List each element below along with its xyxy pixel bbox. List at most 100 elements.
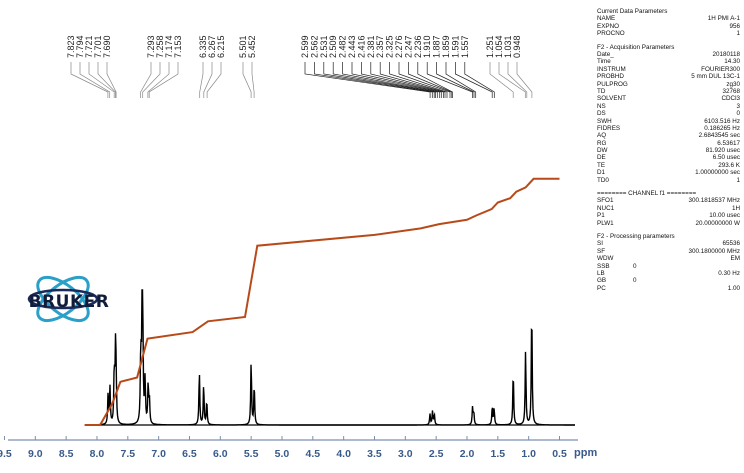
param-row: SOLVENT CDCl3 [597, 95, 742, 102]
param-key: TD0 [597, 176, 609, 184]
peak-label-connector [379, 62, 446, 98]
param-key: P1 [597, 212, 605, 220]
param-key: SI [597, 240, 603, 248]
param-row: WDW EM [597, 255, 742, 262]
peak-label: 2.482 [338, 35, 348, 58]
params-group-acquisition: Date_ 20180118 Time 14.30 INSTRUM FOURIER300 P… [597, 51, 742, 184]
param-row: GB 0 [597, 277, 742, 284]
param-key: DS [597, 110, 606, 118]
param-key: SSB [597, 262, 610, 270]
peak-label: 1.859 [441, 35, 451, 58]
x-tick-label: 1.5 [491, 448, 506, 460]
bruker-logo-text: BRUKER [28, 292, 110, 312]
x-tick-label: 8.0 [90, 448, 105, 460]
param-key: PC [597, 284, 606, 292]
peak-label: 2.416 [356, 35, 366, 58]
param-row: AQ 2.6843545 sec [597, 132, 742, 139]
param-key: PULPROG [597, 80, 628, 88]
param-key: AQ [597, 132, 607, 140]
peak-label: 2.247 [403, 35, 413, 58]
peak-label: 7.823 [66, 35, 76, 58]
peak-label-connector [398, 62, 451, 98]
param-row: SFO1 300.1818537 MHz [597, 197, 742, 204]
peak-label-connector [498, 62, 526, 98]
param-key: TE [597, 161, 606, 169]
peak-label: 2.236 [413, 35, 423, 58]
param-key: LB [597, 269, 605, 277]
peak-label: 5.452 [247, 35, 257, 58]
param-row: DE 6.50 usec [597, 154, 742, 161]
acquisition-parameters-panel: Current Data Parameters NAME 1H PMI A-1 EX… [597, 8, 742, 292]
param-value: 956 [729, 22, 740, 30]
params-title-acquisition: F2 - Acquisition Parameters [597, 43, 675, 51]
peak-label-connector [361, 62, 442, 98]
peak-label-connector [206, 62, 222, 98]
x-tick-label: 2.0 [460, 448, 475, 460]
param-key: PROCNO [597, 30, 625, 38]
params-title-current: Current Data Parameters [597, 8, 668, 15]
param-key: PLW1 [597, 219, 614, 227]
peak-label-connector [351, 62, 441, 98]
peak-label: 1.910 [422, 35, 432, 58]
param-row: RG 6.53617 [597, 140, 742, 147]
param-value: 81.920 usec [705, 147, 740, 155]
param-row: SWH 6103.516 Hz [597, 118, 742, 125]
peak-label: 2.599 [300, 35, 310, 58]
peak-label-connector [79, 62, 111, 98]
x-tick-label: 6.0 [213, 448, 228, 460]
x-tick-label: 9.0 [28, 448, 43, 460]
peak-label: 6.335 [198, 35, 208, 58]
x-tick-label: 2.5 [429, 448, 444, 460]
param-value: 6103.516 Hz [704, 117, 740, 125]
param-row: SI 65536 [597, 240, 742, 247]
peak-label: 7.293 [146, 35, 156, 58]
param-row: NS 3 [597, 103, 742, 110]
x-tick-label: 0.5 [552, 448, 567, 460]
peak-label-connector [97, 62, 116, 98]
peak-label-connector [251, 62, 255, 98]
peak-label-connector [70, 62, 109, 98]
peak-label: 7.721 [84, 35, 94, 58]
x-tick-label: 7.5 [121, 448, 136, 460]
peak-label-connector [142, 62, 161, 98]
params-group-channel: SFO1 300.1818537 MHz NUC1 1H P1 10.00 usec PLW… [597, 197, 742, 227]
peak-label-connector [314, 62, 433, 98]
param-key: INSTRUM [597, 65, 626, 73]
peak-label-connector [304, 62, 431, 98]
x-axis-ticks: 9.5 9.0 8.5 8.0 7.5 7.0 6.5 6.0 5.5 5.0 4.5 4.0 3.5 3… [0, 436, 567, 460]
peak-label: 7.153 [173, 35, 183, 58]
peak-label-connector [342, 62, 438, 98]
params-group-processing: SI 65536 SF 300.1800000 MHz WDW EM SSB 0 LB 0.30 … [597, 240, 742, 292]
param-value: 0.30 Hz [718, 269, 740, 277]
param-value: 32768 [722, 87, 740, 95]
peak-label-connector [199, 62, 204, 98]
param-row: INSTRUM FOURIER300 [597, 66, 742, 73]
x-tick-label: 5.0 [275, 448, 290, 460]
param-row: TD 32768 [597, 88, 742, 95]
param-value: 20180118 [712, 50, 740, 58]
x-tick-label: 3.0 [398, 448, 413, 460]
param-row: D1 1.00000000 sec [597, 169, 742, 176]
param-key: EXPNO [597, 22, 620, 30]
param-row: P1 10.00 usec [597, 212, 742, 219]
x-tick-label: 8.5 [59, 448, 74, 460]
peak-label: 7.794 [75, 35, 85, 58]
param-key: D1 [597, 169, 606, 177]
param-key: NAME [597, 15, 616, 23]
peak-label-connector [140, 62, 152, 98]
param-key: GB [597, 277, 607, 285]
bruker-logo-icon [27, 275, 99, 323]
x-tick-label: 5.5 [244, 448, 259, 460]
param-value: 65536 [722, 240, 740, 248]
x-tick-label: 6.5 [182, 448, 197, 460]
param-key: NS [597, 102, 606, 110]
param-key: DE [597, 154, 606, 162]
peak-label-connector [147, 62, 170, 98]
x-tick-label: 7.0 [151, 448, 166, 460]
param-value: 3 [736, 102, 740, 110]
peak-label: 5.501 [238, 35, 248, 58]
peak-label: 6.215 [216, 35, 226, 58]
nmr-spectrum-chart: 7.823 7.794 7.721 7.701 7.690 7.293 7.258 7.174… [0, 35, 597, 460]
param-row: TD0 1 [597, 177, 742, 184]
peak-label: 2.562 [309, 35, 319, 58]
